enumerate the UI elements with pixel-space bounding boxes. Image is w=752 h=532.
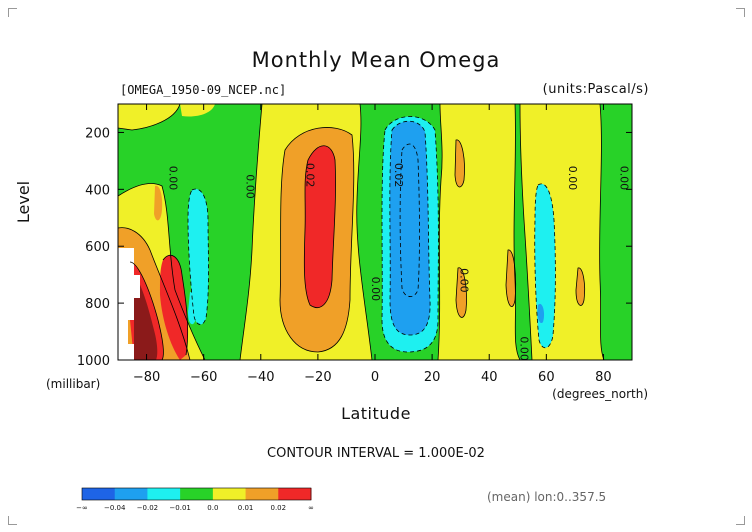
x-tick-label: −60 <box>190 370 217 385</box>
y-tick-label: 600 <box>85 240 110 255</box>
contour-label: 0.00 <box>518 336 531 361</box>
contour-fill-red <box>304 145 336 308</box>
contour-line <box>118 227 191 360</box>
contour-line <box>162 254 189 356</box>
x-tick-label: 0 <box>371 370 379 385</box>
colorbar-swatch <box>212 488 247 500</box>
x-axis-label: Latitude <box>341 404 411 423</box>
contour-line <box>454 139 465 188</box>
x-tick-label: −40 <box>247 370 274 385</box>
contour-fill-orange <box>154 185 163 221</box>
contour-interval-text: CONTOUR INTERVAL = 1.000E-02 <box>267 446 485 461</box>
contour-field <box>118 104 632 360</box>
contour-fill-orange <box>506 249 516 307</box>
colorbar-swatch <box>147 488 181 500</box>
y-tick-label: 1000 <box>77 354 110 369</box>
contour-line <box>399 143 420 297</box>
colorbar-label: −0.01 <box>169 504 190 512</box>
x-tick-label: 20 <box>424 370 441 385</box>
colorbar: −∞ −0.04 −0.02 −0.01 0.0 0.01 0.02 ∞ <box>76 487 314 512</box>
colorbar-swatch <box>245 488 279 500</box>
contour-line <box>389 120 431 336</box>
contour-fill-blue <box>389 121 431 335</box>
contour-line <box>599 104 605 360</box>
y-tick-label: 800 <box>85 297 110 312</box>
colorbar-label: ∞ <box>308 504 314 512</box>
contour-fill-blue <box>537 303 545 324</box>
contour-fill-yellow <box>438 104 520 360</box>
contour-fill-yellow <box>118 104 180 130</box>
contour-line <box>455 267 467 318</box>
colorbar-label: 0.0 <box>207 504 218 512</box>
y-tick-label: 400 <box>85 183 110 198</box>
x-tick-label: −20 <box>304 370 331 385</box>
contour-fill-yellow <box>180 104 215 117</box>
contour-line <box>356 104 373 360</box>
contour-label: 0.00 <box>369 277 382 302</box>
colorbar-frame <box>81 487 312 501</box>
contour-fill-orange <box>576 267 585 306</box>
contour-label: 0.00 <box>458 268 471 293</box>
x-tick-label: 40 <box>481 370 498 385</box>
contour-lines <box>118 104 605 360</box>
x-axis-unit: (degrees_north) <box>552 387 648 401</box>
x-axis-ticks: −80 −60 −40 −20 0 20 40 60 80 <box>133 104 612 385</box>
contour-fill-cyan <box>534 183 556 348</box>
contour-label-group: 0.00 0.00 0.02 0.02 0.00 0.00 0.00 0.00 0.00 <box>166 163 630 361</box>
colorbar-label: −0.04 <box>104 504 126 512</box>
contour-line <box>437 104 443 360</box>
crop-mark-top-right <box>736 8 745 17</box>
contour-fill-cyan <box>188 189 209 325</box>
colorbar-label: −0.02 <box>137 504 158 512</box>
contour-fill-red <box>160 255 188 360</box>
units-label: (units:Pascal/s) <box>542 82 649 97</box>
contour-fill-yellow <box>520 104 604 360</box>
colorbar-swatch <box>82 488 116 500</box>
x-tick-label: 80 <box>595 370 612 385</box>
contour-line <box>129 261 164 360</box>
contour-line <box>118 183 206 360</box>
contour-line <box>505 249 516 307</box>
contour-line <box>187 188 209 325</box>
contour-label: 0.00 <box>244 174 257 199</box>
contour-line <box>279 127 355 353</box>
crop-mark-top-left <box>8 8 17 17</box>
mean-info-text: (mean) lon:0..357.5 <box>487 490 607 504</box>
contour-fill-orange <box>455 139 465 187</box>
contour-fill-orange <box>456 267 467 318</box>
contour-label: 0.02 <box>392 163 405 188</box>
contour-label: 0.02 <box>303 163 316 188</box>
colorbar-label: −∞ <box>76 504 88 512</box>
y-axis-ticks: 200 400 600 800 1000 <box>77 126 632 369</box>
contour-line <box>303 145 336 308</box>
colorbar-swatch <box>180 488 214 500</box>
contour-line <box>239 104 263 360</box>
y-axis-unit: (millibar) <box>46 377 101 391</box>
x-tick-label: −80 <box>133 370 160 385</box>
colorbar-label: 0.02 <box>270 504 286 512</box>
crop-mark-bottom-left <box>8 516 17 525</box>
contour-line <box>118 104 181 131</box>
crop-mark-bottom-right <box>736 516 745 525</box>
contour-line <box>575 267 586 306</box>
contour-line <box>519 104 533 360</box>
colorbar-label: 0.01 <box>238 504 254 512</box>
file-label: [OMEGA_1950-09_NCEP.nc] <box>120 83 287 97</box>
contour-label: 0.00 <box>618 166 631 191</box>
colorbar-swatch <box>278 488 312 500</box>
contour-fill-cyan <box>188 292 197 325</box>
contour-line <box>534 183 556 349</box>
colorbar-swatch <box>114 488 148 500</box>
y-tick-label: 200 <box>85 126 110 141</box>
missing-data-region <box>118 248 140 360</box>
x-tick-label: 60 <box>538 370 555 385</box>
chart-title: Monthly Mean Omega <box>251 48 501 72</box>
contour-label: 0.00 <box>166 166 179 191</box>
contour-line <box>381 116 439 353</box>
contour-label: 0.00 <box>566 166 579 191</box>
